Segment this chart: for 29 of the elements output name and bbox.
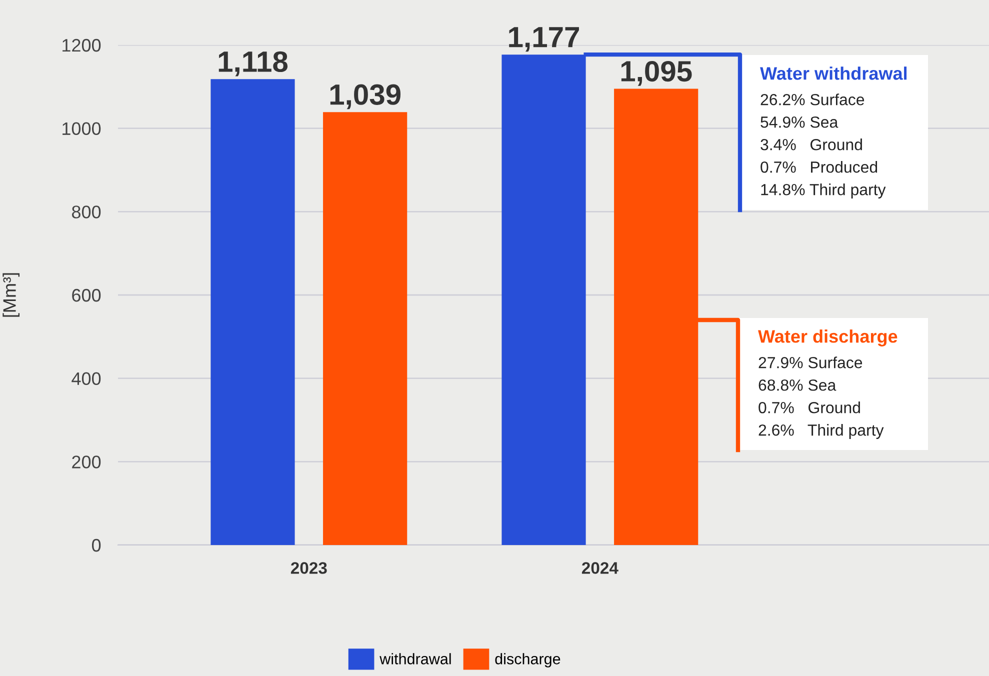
text: Water withdrawal xyxy=(760,66,907,80)
y-tick-label: 400 xyxy=(72,372,101,386)
text: 54.9% Sea xyxy=(760,116,838,128)
text: 26.2% Surface xyxy=(760,94,864,106)
y-tick-label: 1200 xyxy=(62,38,101,52)
text: 68.8% Sea xyxy=(758,379,836,391)
y-tick-label: 0 xyxy=(92,538,101,552)
text: 0.7% Ground xyxy=(758,402,860,414)
legend-label: withdrawal xyxy=(380,653,451,664)
text: 3.4% Ground xyxy=(760,138,862,150)
x-tick-label: 2023 xyxy=(290,562,327,574)
y-tick-label: 600 xyxy=(72,288,101,302)
data-label: 1,039 xyxy=(330,84,400,110)
data-label: 1,118 xyxy=(218,51,288,76)
bar xyxy=(323,112,408,545)
data-label: 1,095 xyxy=(621,60,692,86)
y-axis-title: [Mm³] xyxy=(2,273,20,317)
y-tick-label: 1000 xyxy=(62,122,101,136)
data-label: 1,177 xyxy=(509,27,579,52)
y-tick-label: 200 xyxy=(72,456,101,468)
y-tick-label: 800 xyxy=(72,206,101,218)
x-tick-label: 2024 xyxy=(582,562,618,574)
text: 0.7% Produced xyxy=(760,161,878,173)
text: 14.8% Third party xyxy=(761,184,886,198)
text: 2.6% Third party xyxy=(758,424,884,439)
bar xyxy=(210,79,295,545)
legend-label: discharge xyxy=(495,653,560,668)
text: 27.9% Surface xyxy=(758,356,862,368)
text: Water discharge xyxy=(758,330,898,346)
